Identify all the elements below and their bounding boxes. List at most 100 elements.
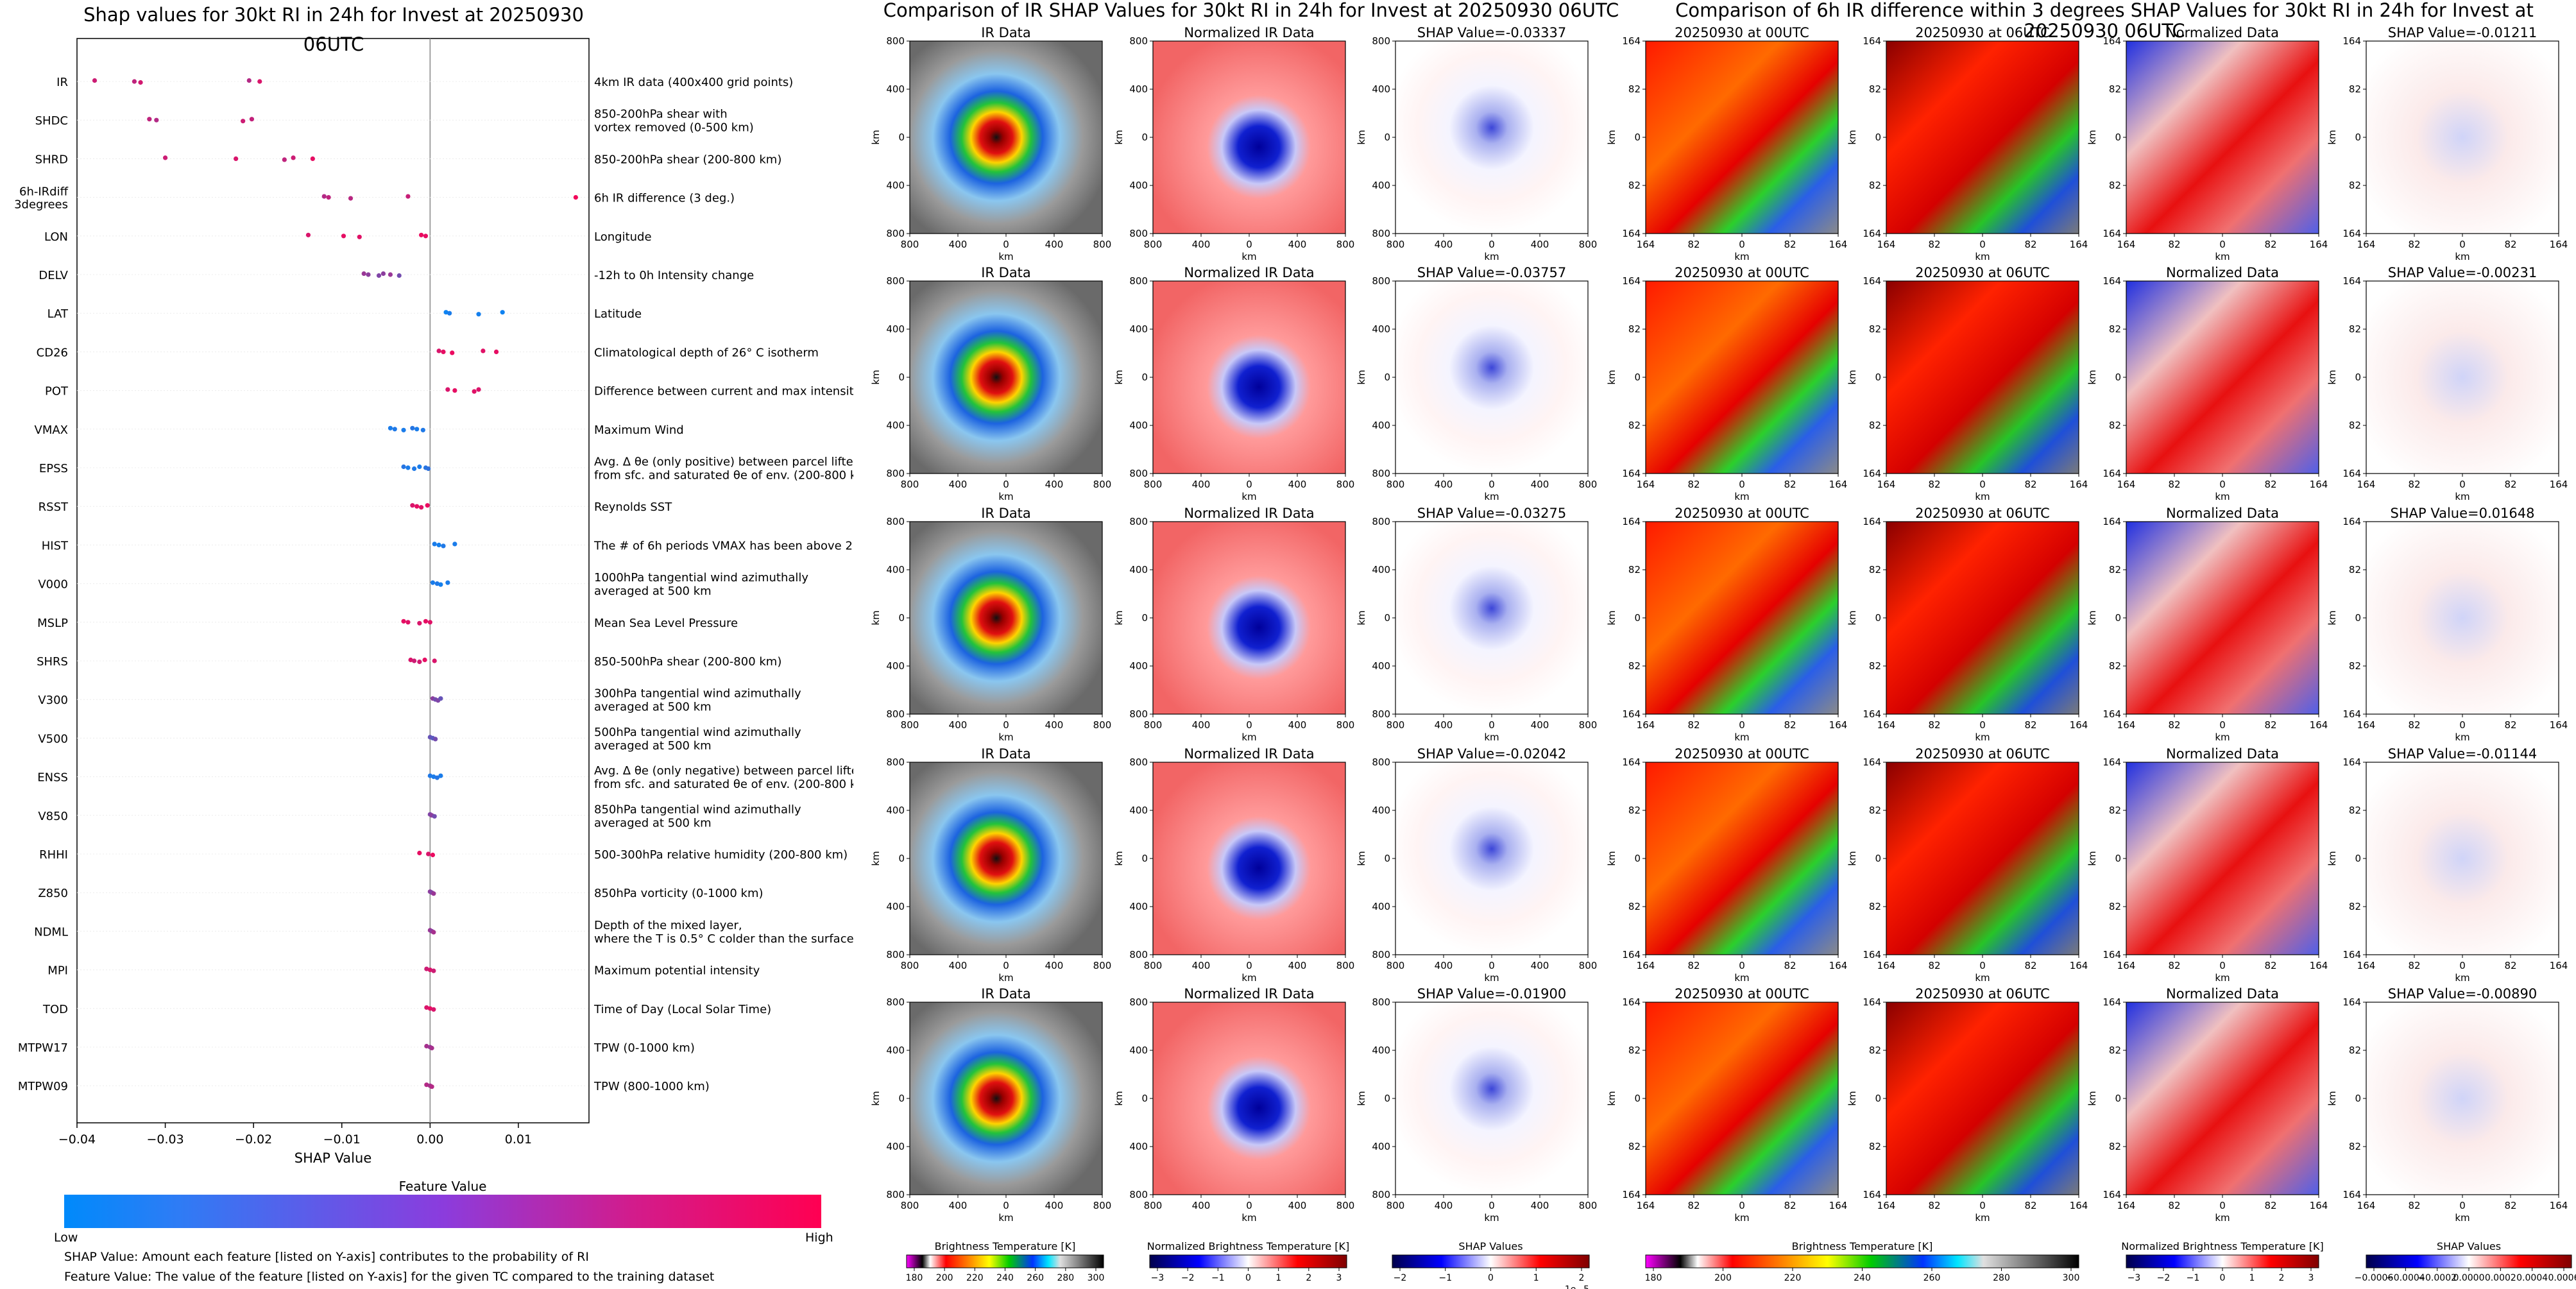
panel-title: SHAP Value=-0.01144 [2388,746,2538,762]
x-axis-label: km [2455,1212,2469,1224]
colorbar-tick-label: 0.0002 [2485,1273,2516,1283]
x-tick-label: 82 [1928,719,1940,731]
panel-title: Normalized IR Data [1184,746,1314,762]
panel-image [1886,762,2079,955]
x-tick-label: 400 [1288,479,1307,490]
y-tick-label: 164 [1622,708,1641,720]
x-axis-label: km [2215,251,2230,262]
panel-image [1646,762,1838,955]
y-tick-label: 164 [2342,996,2361,1008]
panel-title: SHAP Value=-0.01211 [2388,25,2538,40]
x-tick-label: 800 [1386,719,1405,731]
panel-title: 20250930 at 00UTC [1675,986,1809,1002]
x-axis-label: km [1975,1212,1990,1224]
y-axis-label: km [2086,370,2098,384]
feature-description: 500-300hPa relative humidity (200-800 km… [594,848,848,862]
panel-title: Normalized Data [2166,265,2279,280]
shap-point [432,814,437,819]
x-tick-label: 0 [2219,239,2226,250]
x-tick-label: 164 [2070,1200,2088,1211]
x-tick-label: 82 [2264,719,2276,731]
y-tick-label: 164 [2103,468,2121,479]
panel-title: IR Data [981,746,1031,762]
y-tick-label: 0 [1141,612,1148,624]
y-tick-label: 0 [1141,853,1148,864]
x-tick-label: 164 [2357,960,2376,971]
x-axis-label: km [1975,731,1990,743]
shap-point [138,80,143,85]
x-tick-label: 0 [1739,960,1745,971]
x-tick-label: 800 [901,239,919,250]
y-tick-label: 164 [1863,275,1881,287]
x-tick-label: 82 [1687,1200,1700,1211]
irdiff-shap-panel: SHAP Value=-0.00231 164 82 0 82 164 km 164 82 0 82… [2326,265,2568,502]
colorbar-tick-label: 1 [2249,1273,2255,1283]
shap-point [341,234,346,239]
irdiff-shap-panel: SHAP Value=-0.01144 164 82 0 82 164 km 164 82 0 82… [2326,746,2568,984]
x-tick-label: 82 [1784,239,1796,250]
y-axis-label: km [1356,130,1367,144]
y-tick-label: 164 [2103,996,2121,1008]
x-tick-label: 164 [1637,960,1655,971]
y-tick-label: 164 [1863,228,1881,239]
x-tick-label: 400 [1045,239,1064,250]
colorbar-tick-label: 300 [1088,1273,1105,1283]
y-tick-label: 82 [2109,660,2121,672]
x-tick-label: 164 [1637,1200,1655,1211]
y-tick-label: 164 [1863,1189,1881,1200]
x-tick-label: 0 [2459,239,2466,250]
shap-point [417,850,422,856]
x-tick-label: 164 [2310,719,2328,731]
shap-point [411,658,417,663]
panel-title: IR Data [981,506,1031,521]
x-tick-label: 164 [2117,1200,2136,1211]
x-axis-label: km [1484,972,1499,984]
y-tick-label: 800 [1129,275,1148,287]
shap-point [392,427,397,432]
feature-description: 850-200hPa shear with [594,108,728,121]
irdiff-00utc-panel: 20250930 at 00UTC 164 82 0 82 164 km 164 82 0 82 16… [1606,986,1847,1224]
x-axis-label: km [1734,251,1749,262]
shap-point [154,117,159,123]
y-tick-label: 164 [2103,1189,2121,1200]
shap-point [431,968,436,973]
y-axis-label: km [1606,1091,1617,1105]
y-tick-label: 164 [1622,949,1641,960]
feature-description: -12h to 0h Intensity change [594,269,754,282]
panel-title: 20250930 at 00UTC [1675,506,1809,521]
x-tick-label: 400 [949,1200,968,1211]
colorbar-tick-label: 240 [996,1273,1014,1283]
x-axis-label: km [998,491,1013,502]
y-axis-label: km [870,130,882,144]
x-tick-label: 0.01 [505,1132,532,1147]
y-tick-label: 400 [886,180,905,191]
panel-image [2366,1002,2559,1195]
shap-point [405,465,411,470]
y-tick-label: 0 [1384,132,1390,143]
y-tick-label: 164 [1863,516,1881,527]
y-axis-label: km [1606,610,1617,625]
panel-image [2126,762,2319,955]
irdiff-06utc-panel: 20250930 at 06UTC 164 82 0 82 164 km 164 82 0 82 16… [1847,506,2088,743]
feature-description: averaged at 500 km [594,739,712,753]
y-tick-label: 800 [1372,708,1390,720]
feature-description: where the T is 0.5° C colder than the su… [594,932,853,946]
x-tick-label: 0 [1488,960,1495,971]
feature-name-label: CD26 [37,346,68,359]
y-tick-label: 164 [1622,756,1641,768]
x-tick-label: 400 [1531,1200,1549,1211]
x-tick-label: 800 [1144,719,1163,731]
x-tick-label: 164 [1877,960,1896,971]
x-tick-label: 0 [1979,479,1986,490]
y-tick-label: 82 [2349,83,2361,95]
feature-name-label: HIST [42,539,69,552]
shap-point [438,582,443,587]
y-tick-label: 164 [2342,1189,2361,1200]
colorbar-tick-label: −2 [1181,1273,1195,1283]
feature-description: Avg. Δ θe (only positive) between parcel… [594,456,853,469]
y-axis-label: km [1113,851,1125,866]
colorbar-label: Normalized Brightness Temperature [K] [2121,1240,2324,1252]
feature-description: Depth of the mixed layer, [594,919,742,932]
y-tick-label: 164 [2342,275,2361,287]
shap-point [500,310,505,315]
